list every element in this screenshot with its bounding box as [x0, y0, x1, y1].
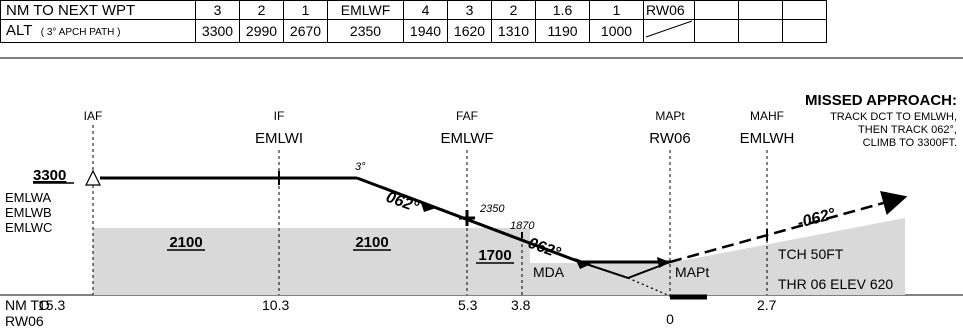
mda-label: MDA: [533, 264, 565, 280]
course-label-2: 062°: [526, 235, 563, 262]
course-arrow-1-icon: [420, 200, 436, 212]
iaf-waypoint: EMLWC: [5, 220, 52, 235]
mapt-label: MAPt: [675, 264, 709, 280]
missed-approach-title: MISSED APPROACH:: [805, 92, 957, 109]
iaf-altitude: 3300: [33, 167, 66, 184]
iaf-waypoint: EMLWB: [5, 205, 52, 220]
mapt-role-label: MAPt: [655, 109, 685, 123]
missed-approach-path: [669, 190, 908, 264]
mahf-role-label: MAHF: [750, 109, 784, 123]
distance-tick-label: 3.8: [511, 297, 531, 313]
descent-angle-label: 3°: [355, 161, 366, 173]
faf-role-label: FAF: [456, 109, 478, 123]
tch-label: TCH 50FT: [778, 246, 844, 262]
terrain-shading: [93, 218, 905, 295]
altitude-cell: 3300: [195, 19, 240, 43]
msa-sector-1: 2100: [169, 234, 202, 251]
missed-approach-line: THEN TRACK 062°,: [858, 124, 957, 136]
altitude-row: ALT ( 3° APCH PATH ) 3300 2990 2670 2350…: [0, 19, 827, 43]
altitude-cell: 1620: [447, 19, 492, 43]
missed-approach-line: CLIMB TO 3300FT.: [863, 137, 957, 149]
altitude-cell: 2670: [283, 19, 328, 43]
faf-altitude-label: 2350: [479, 203, 505, 215]
altitude-cell: [782, 19, 827, 43]
distance-axis-label: RW06: [5, 313, 44, 329]
altitude-cell: 2350: [327, 19, 404, 43]
msa-sector-2: 2100: [355, 234, 388, 251]
altitude-cell: 1310: [491, 19, 536, 43]
slash-mark: [645, 20, 693, 38]
altitude-cell: 1000: [589, 19, 644, 43]
altitude-label-note: ( 3° APCH PATH ): [40, 26, 121, 38]
mahf-name-label: EMLWH: [740, 130, 795, 147]
missed-approach-line: TRACK DCT TO EMLWH,: [830, 111, 957, 123]
msa-final: 1700: [478, 247, 511, 264]
distance-tick-label: 15.3: [38, 297, 65, 313]
distance-tick-label: 0: [666, 311, 674, 327]
distance-row: NM TO NEXT WPT 3 2 1 EMLWF 4 3 2 1.6 1 R…: [0, 0, 827, 20]
altitude-cell: 2990: [239, 19, 284, 43]
altitude-row-label: ALT ( 3° APCH PATH ): [0, 19, 196, 43]
altitude-cell: 1190: [535, 19, 590, 43]
distance-tick-label: 5.3: [458, 297, 478, 313]
if-name-label: EMLWI: [255, 130, 303, 147]
altitude-cell: [738, 19, 783, 43]
iaf-waypoint: EMLWA: [5, 190, 52, 205]
missed-course-label: -062°: [796, 205, 838, 232]
iaf-role-label: IAF: [84, 109, 103, 123]
mapt-name-label: RW06: [649, 130, 690, 147]
course-label-1: 062°: [384, 189, 421, 216]
altitude-label-text: ALT: [6, 21, 33, 39]
stepdown-altitude-label: 1870: [510, 220, 535, 232]
distance-tick-label: 10.3: [262, 297, 289, 313]
altitude-cell: 1940: [403, 19, 448, 43]
altitude-table: NM TO NEXT WPT 3 2 1 EMLWF 4 3 2 1.6 1 R…: [0, 0, 827, 43]
mapt-arrow-icon: [657, 257, 670, 268]
if-role-label: IF: [274, 109, 285, 123]
iaf-triangle-icon: [85, 169, 101, 186]
distance-tick-label: 2.7: [757, 297, 777, 313]
distance-axis-label: NM TO: [5, 297, 50, 313]
faf-name-label: EMLWF: [440, 130, 493, 147]
threshold-label: THR 06 ELEV 620: [778, 276, 893, 292]
